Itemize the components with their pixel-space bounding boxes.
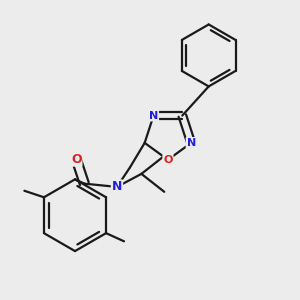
Text: N: N bbox=[187, 138, 196, 148]
Text: N: N bbox=[149, 110, 158, 121]
Text: O: O bbox=[71, 153, 82, 166]
Text: O: O bbox=[163, 155, 172, 165]
Text: N: N bbox=[112, 180, 122, 194]
